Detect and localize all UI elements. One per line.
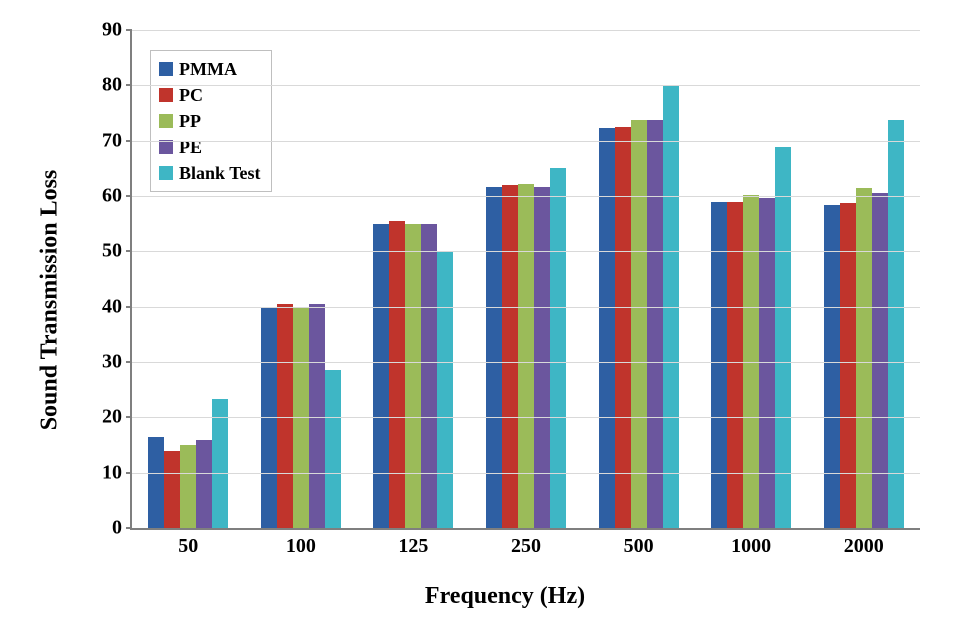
bar <box>405 224 421 528</box>
gridline <box>132 196 920 197</box>
y-tick-mark <box>126 195 132 197</box>
y-tick-label: 10 <box>82 461 122 484</box>
bar <box>212 399 228 528</box>
chart-container: Sound Transmission Loss PMMAPCPPPEBlank … <box>70 20 940 580</box>
gridline <box>132 362 920 363</box>
x-tick-label: 125 <box>383 535 443 558</box>
bar <box>518 184 534 528</box>
legend-label: PE <box>179 137 202 158</box>
bar <box>872 193 888 528</box>
bar <box>309 304 325 528</box>
y-tick-label: 80 <box>82 74 122 97</box>
legend-label: PP <box>179 111 201 132</box>
y-tick-mark <box>126 250 132 252</box>
bar <box>373 224 389 528</box>
gridline <box>132 30 920 31</box>
legend-label: Blank Test <box>179 163 261 184</box>
y-tick-mark <box>126 472 132 474</box>
legend-item: PP <box>159 108 261 134</box>
y-tick-mark <box>126 84 132 86</box>
bar <box>421 224 437 528</box>
legend-swatch <box>159 88 173 102</box>
bar <box>486 187 502 528</box>
y-tick-label: 20 <box>82 406 122 429</box>
bar <box>534 187 550 528</box>
gridline <box>132 251 920 252</box>
bar <box>647 120 663 528</box>
x-tick-label: 500 <box>609 535 669 558</box>
x-tick-label: 50 <box>158 535 218 558</box>
x-tick-label: 1000 <box>721 535 781 558</box>
bar <box>502 185 518 528</box>
y-tick-label: 0 <box>82 517 122 540</box>
x-tick-label: 100 <box>271 535 331 558</box>
y-tick-label: 90 <box>82 19 122 42</box>
bar <box>856 188 872 528</box>
y-tick-label: 40 <box>82 295 122 318</box>
gridline <box>132 141 920 142</box>
gridline <box>132 307 920 308</box>
legend-item: Blank Test <box>159 160 261 186</box>
gridline <box>132 417 920 418</box>
gridline <box>132 85 920 86</box>
y-tick-mark <box>126 306 132 308</box>
bar <box>775 147 791 528</box>
bar <box>180 445 196 528</box>
legend: PMMA PC PP PE Blank Test <box>150 50 272 192</box>
bar <box>325 370 341 528</box>
y-tick-mark <box>126 527 132 529</box>
x-tick-label: 2000 <box>834 535 894 558</box>
bar <box>599 128 615 528</box>
bar <box>550 168 566 528</box>
bar <box>631 120 647 528</box>
x-tick-label: 250 <box>496 535 556 558</box>
y-axis-title: Sound Transmission Loss <box>37 170 64 431</box>
y-tick-mark <box>126 29 132 31</box>
legend-label: PC <box>179 85 203 106</box>
legend-swatch <box>159 140 173 154</box>
plot-area: PMMAPCPPPEBlank Test 0102030405060708090… <box>130 30 920 530</box>
bar <box>148 437 164 528</box>
y-tick-label: 60 <box>82 185 122 208</box>
legend-swatch <box>159 166 173 180</box>
y-tick-label: 70 <box>82 129 122 152</box>
bar <box>824 205 840 528</box>
bar <box>437 252 453 528</box>
legend-label: PMMA <box>179 59 237 80</box>
legend-item: PE <box>159 134 261 160</box>
y-tick-mark <box>126 361 132 363</box>
bar <box>389 221 405 528</box>
y-tick-label: 30 <box>82 351 122 374</box>
bar <box>277 304 293 528</box>
x-axis-title: Frequency (Hz) <box>425 583 585 610</box>
y-tick-mark <box>126 140 132 142</box>
y-tick-mark <box>126 416 132 418</box>
legend-swatch <box>159 114 173 128</box>
legend-item: PMMA <box>159 56 261 82</box>
gridline <box>132 473 920 474</box>
legend-swatch <box>159 62 173 76</box>
bar <box>888 120 904 528</box>
y-tick-label: 50 <box>82 240 122 263</box>
bar <box>615 127 631 528</box>
bar <box>196 440 212 528</box>
bar <box>164 451 180 528</box>
